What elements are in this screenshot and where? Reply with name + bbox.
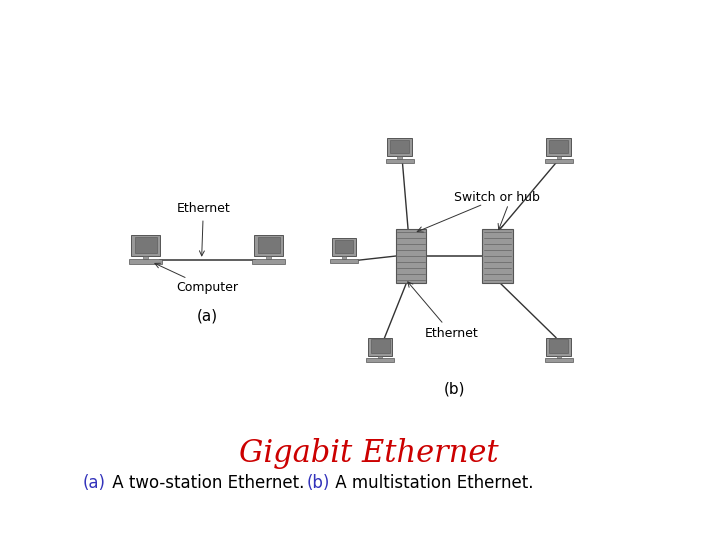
Bar bbox=[342, 256, 346, 259]
Text: (a): (a) bbox=[197, 309, 217, 324]
Text: Ethernet: Ethernet bbox=[176, 202, 230, 256]
Bar bbox=[544, 159, 573, 163]
Text: Switch or hub: Switch or hub bbox=[454, 191, 540, 204]
Text: (a): (a) bbox=[83, 474, 106, 492]
Bar bbox=[254, 234, 283, 256]
Text: Computer: Computer bbox=[155, 264, 238, 294]
Bar bbox=[546, 138, 571, 156]
Bar bbox=[143, 256, 148, 259]
Bar bbox=[544, 359, 573, 362]
Bar bbox=[387, 138, 412, 156]
Bar bbox=[135, 237, 157, 253]
Bar bbox=[546, 338, 571, 356]
Bar bbox=[395, 229, 426, 283]
Text: Ethernet: Ethernet bbox=[408, 282, 479, 340]
Text: (b): (b) bbox=[307, 474, 330, 492]
Bar bbox=[129, 259, 163, 264]
Bar bbox=[385, 159, 414, 163]
Bar bbox=[331, 238, 356, 256]
Bar bbox=[252, 259, 285, 264]
Bar bbox=[368, 338, 392, 356]
Bar bbox=[371, 339, 390, 353]
Bar bbox=[397, 156, 402, 159]
Text: A two-station Ethernet.: A two-station Ethernet. bbox=[107, 474, 309, 492]
Bar bbox=[557, 356, 561, 359]
Bar bbox=[366, 359, 395, 362]
Text: Gigabit Ethernet: Gigabit Ethernet bbox=[239, 438, 499, 469]
Bar bbox=[482, 229, 513, 283]
Bar bbox=[390, 140, 409, 153]
Bar bbox=[131, 234, 161, 256]
Bar bbox=[557, 156, 561, 159]
Bar bbox=[549, 339, 568, 353]
Text: (b): (b) bbox=[444, 382, 465, 396]
Text: A multistation Ethernet.: A multistation Ethernet. bbox=[330, 474, 534, 492]
Bar bbox=[378, 356, 382, 359]
Bar bbox=[335, 240, 354, 253]
Bar bbox=[549, 140, 568, 153]
Bar bbox=[266, 256, 271, 259]
Bar bbox=[330, 259, 358, 262]
Bar bbox=[258, 237, 279, 253]
